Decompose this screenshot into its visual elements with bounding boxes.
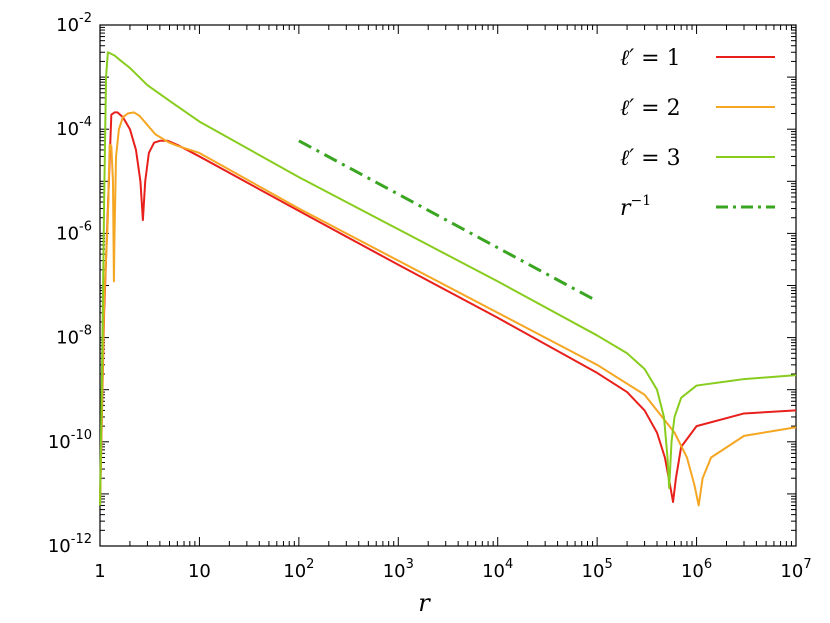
legend-equals: = — [634, 146, 666, 171]
y-tick-label-exponent: -8 — [79, 324, 92, 339]
y-tick-label: 10-4 — [56, 115, 92, 140]
y-tick-label-exponent: -4 — [79, 115, 92, 130]
y-tick-label-exponent: -10 — [71, 428, 92, 443]
legend-label-3: ℓ′ = 3 — [620, 146, 681, 171]
legend: ℓ′ = 1ℓ′ = 2ℓ′ = 3r−1 — [620, 46, 775, 221]
x-tick-label: 10 — [188, 561, 211, 582]
legend-label-4: r−1 — [620, 193, 651, 221]
y-tick-label-exponent: -6 — [79, 219, 92, 234]
x-tick-label-exponent: 5 — [604, 557, 612, 572]
legend-value: 3 — [667, 146, 681, 171]
x-tick-label: 104 — [482, 557, 513, 582]
x-tick-label-base: 10 — [188, 561, 211, 582]
series-line-4 — [298, 139, 598, 303]
x-tick-label-exponent: 6 — [704, 557, 712, 572]
y-tick-label-base: 10 — [56, 119, 79, 140]
axis-ticks — [99, 24, 797, 547]
y-tick-label-base: 10 — [48, 432, 71, 453]
x-tick-label-exponent: 4 — [505, 557, 513, 572]
x-tick-label-base: 10 — [283, 561, 306, 582]
y-tick-label: 10-10 — [48, 428, 92, 453]
y-tick-label-exponent: -2 — [79, 11, 92, 26]
x-tick-label-exponent: 3 — [406, 557, 414, 572]
x-tick-label-base: 1 — [94, 561, 105, 582]
legend-label-2: ℓ′ = 2 — [620, 96, 681, 121]
x-tick-label-base: 10 — [482, 561, 505, 582]
legend-equals: = — [634, 46, 666, 71]
y-tick-label: 10-6 — [56, 219, 92, 244]
legend-value: 2 — [667, 96, 681, 121]
series-line-1 — [99, 111, 797, 506]
legend-variable: ℓ′ — [620, 46, 634, 71]
x-tick-label: 102 — [283, 557, 314, 582]
y-tick-label: 10-2 — [56, 11, 92, 36]
legend-value: 1 — [667, 46, 681, 71]
series-layer — [99, 51, 797, 507]
legend-label-1: ℓ′ = 1 — [620, 46, 681, 71]
x-tick-label-base: 10 — [383, 561, 406, 582]
x-tick-label: 103 — [383, 557, 414, 582]
x-tick-label: 106 — [681, 557, 712, 582]
x-tick-label-exponent: 7 — [803, 557, 811, 572]
x-tick-label-exponent: 2 — [306, 557, 314, 572]
series-line-2 — [99, 111, 797, 507]
x-axis-label: r — [418, 589, 431, 617]
series-line-3 — [99, 51, 797, 506]
y-tick-label-base: 10 — [56, 328, 79, 349]
y-tick-label: 10-8 — [56, 324, 92, 349]
y-tick-label: 10-12 — [48, 532, 92, 557]
x-tick-label-base: 10 — [681, 561, 704, 582]
x-tick-label-base: 10 — [582, 561, 605, 582]
legend-variable: ℓ′ — [620, 96, 634, 121]
plot-frame — [99, 24, 797, 547]
x-tick-label-base: 10 — [780, 561, 803, 582]
x-tick-label: 105 — [582, 557, 613, 582]
y-tick-label-base: 10 — [56, 15, 79, 36]
x-tick-label: 107 — [780, 557, 811, 582]
y-tick-label-base: 10 — [48, 536, 71, 557]
legend-equals: = — [634, 96, 666, 121]
y-tick-label-base: 10 — [56, 223, 79, 244]
y-tick-label-exponent: -12 — [71, 532, 92, 547]
legend-superscript: −1 — [631, 193, 652, 209]
x-tick-labels: 1 10 102 103 104 105 106 107 — [94, 557, 811, 582]
legend-variable: r — [620, 196, 632, 221]
legend-variable: ℓ′ — [620, 146, 634, 171]
x-tick-label: 1 — [94, 561, 105, 582]
